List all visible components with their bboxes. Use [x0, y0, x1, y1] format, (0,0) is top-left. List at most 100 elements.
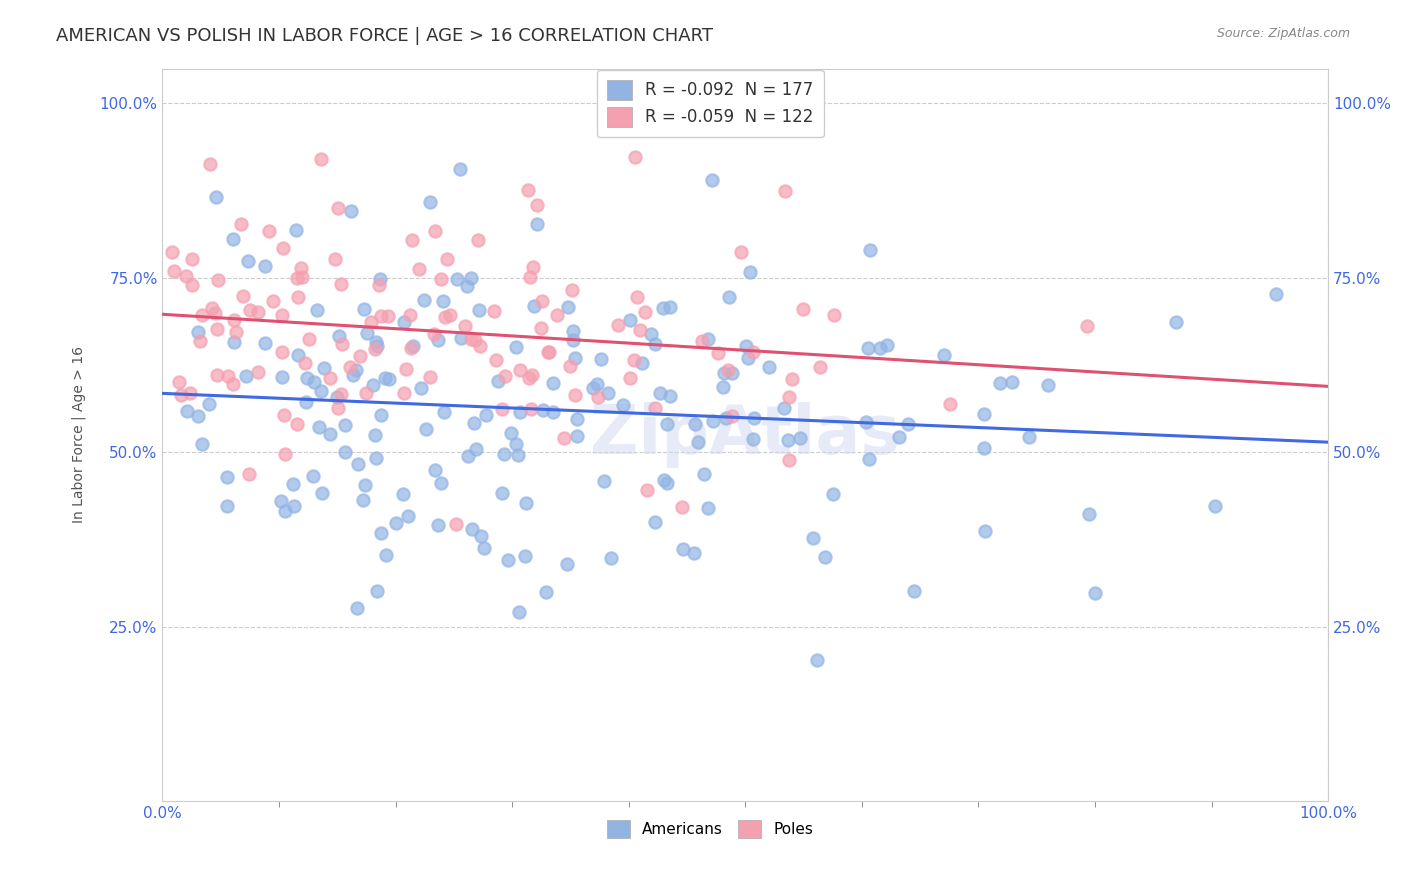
Point: [247, 305, 270, 319]
Point: [413, 293, 436, 308]
Point: [505, 437, 527, 451]
Point: [858, 452, 880, 467]
Point: [475, 408, 498, 422]
Point: [270, 494, 292, 508]
Point: [505, 340, 527, 354]
Point: [162, 244, 184, 259]
Point: [522, 368, 544, 382]
Point: [593, 474, 616, 488]
Point: [270, 369, 292, 384]
Point: [235, 369, 257, 384]
Point: [378, 371, 401, 385]
Point: [329, 277, 352, 291]
Point: [330, 336, 353, 351]
Point: [464, 334, 486, 348]
Point: [702, 414, 724, 428]
Point: [1265, 287, 1288, 301]
Point: [876, 338, 898, 352]
Point: [319, 426, 342, 441]
Point: [707, 346, 730, 360]
Point: [364, 450, 387, 465]
Point: [685, 417, 707, 431]
Point: [644, 401, 666, 415]
Point: [468, 303, 491, 318]
Point: [392, 386, 415, 401]
Point: [631, 356, 654, 370]
Point: [392, 315, 415, 329]
Point: [792, 302, 814, 317]
Point: [742, 432, 765, 446]
Point: [217, 369, 239, 384]
Point: [467, 233, 489, 247]
Point: [520, 401, 543, 416]
Point: [491, 486, 513, 500]
Point: [1084, 586, 1107, 600]
Point: [470, 529, 492, 543]
Point: [714, 410, 737, 425]
Point: [778, 390, 800, 404]
Point: [191, 437, 214, 451]
Point: [472, 541, 495, 555]
Point: [553, 432, 575, 446]
Point: [515, 549, 537, 563]
Point: [758, 360, 780, 375]
Point: [607, 318, 630, 332]
Point: [492, 447, 515, 461]
Point: [855, 415, 877, 429]
Point: [308, 420, 330, 434]
Point: [370, 309, 392, 323]
Point: [354, 385, 377, 400]
Point: [541, 376, 564, 390]
Point: [453, 319, 475, 334]
Point: [446, 517, 468, 532]
Point: [531, 402, 554, 417]
Point: [652, 473, 675, 487]
Point: [364, 428, 387, 442]
Point: [374, 371, 396, 385]
Point: [395, 361, 418, 376]
Point: [329, 386, 352, 401]
Point: [600, 551, 623, 566]
Point: [558, 359, 581, 374]
Point: [360, 315, 382, 329]
Point: [370, 409, 392, 423]
Point: [385, 516, 408, 531]
Point: [623, 150, 645, 164]
Point: [561, 333, 583, 347]
Point: [773, 401, 796, 415]
Point: [271, 241, 294, 255]
Point: [460, 332, 482, 346]
Point: [188, 334, 211, 349]
Point: [496, 553, 519, 567]
Point: [415, 422, 437, 436]
Point: [273, 408, 295, 422]
Point: [291, 269, 314, 284]
Point: [368, 278, 391, 293]
Point: [468, 339, 491, 353]
Point: [401, 233, 423, 247]
Point: [494, 368, 516, 383]
Point: [222, 377, 245, 392]
Point: [672, 541, 695, 556]
Point: [564, 351, 586, 365]
Point: [361, 377, 384, 392]
Point: [531, 293, 554, 308]
Point: [988, 376, 1011, 391]
Point: [349, 350, 371, 364]
Point: [446, 272, 468, 286]
Point: [314, 361, 336, 376]
Point: [526, 217, 548, 231]
Point: [659, 300, 682, 314]
Point: [693, 467, 716, 481]
Point: [396, 508, 419, 523]
Point: [508, 606, 530, 620]
Point: [517, 371, 540, 385]
Point: [561, 283, 583, 297]
Point: [340, 203, 363, 218]
Y-axis label: In Labor Force | Age > 16: In Labor Force | Age > 16: [72, 346, 86, 524]
Point: [232, 288, 254, 302]
Point: [399, 341, 422, 355]
Point: [1036, 377, 1059, 392]
Point: [461, 523, 484, 537]
Point: [449, 161, 471, 176]
